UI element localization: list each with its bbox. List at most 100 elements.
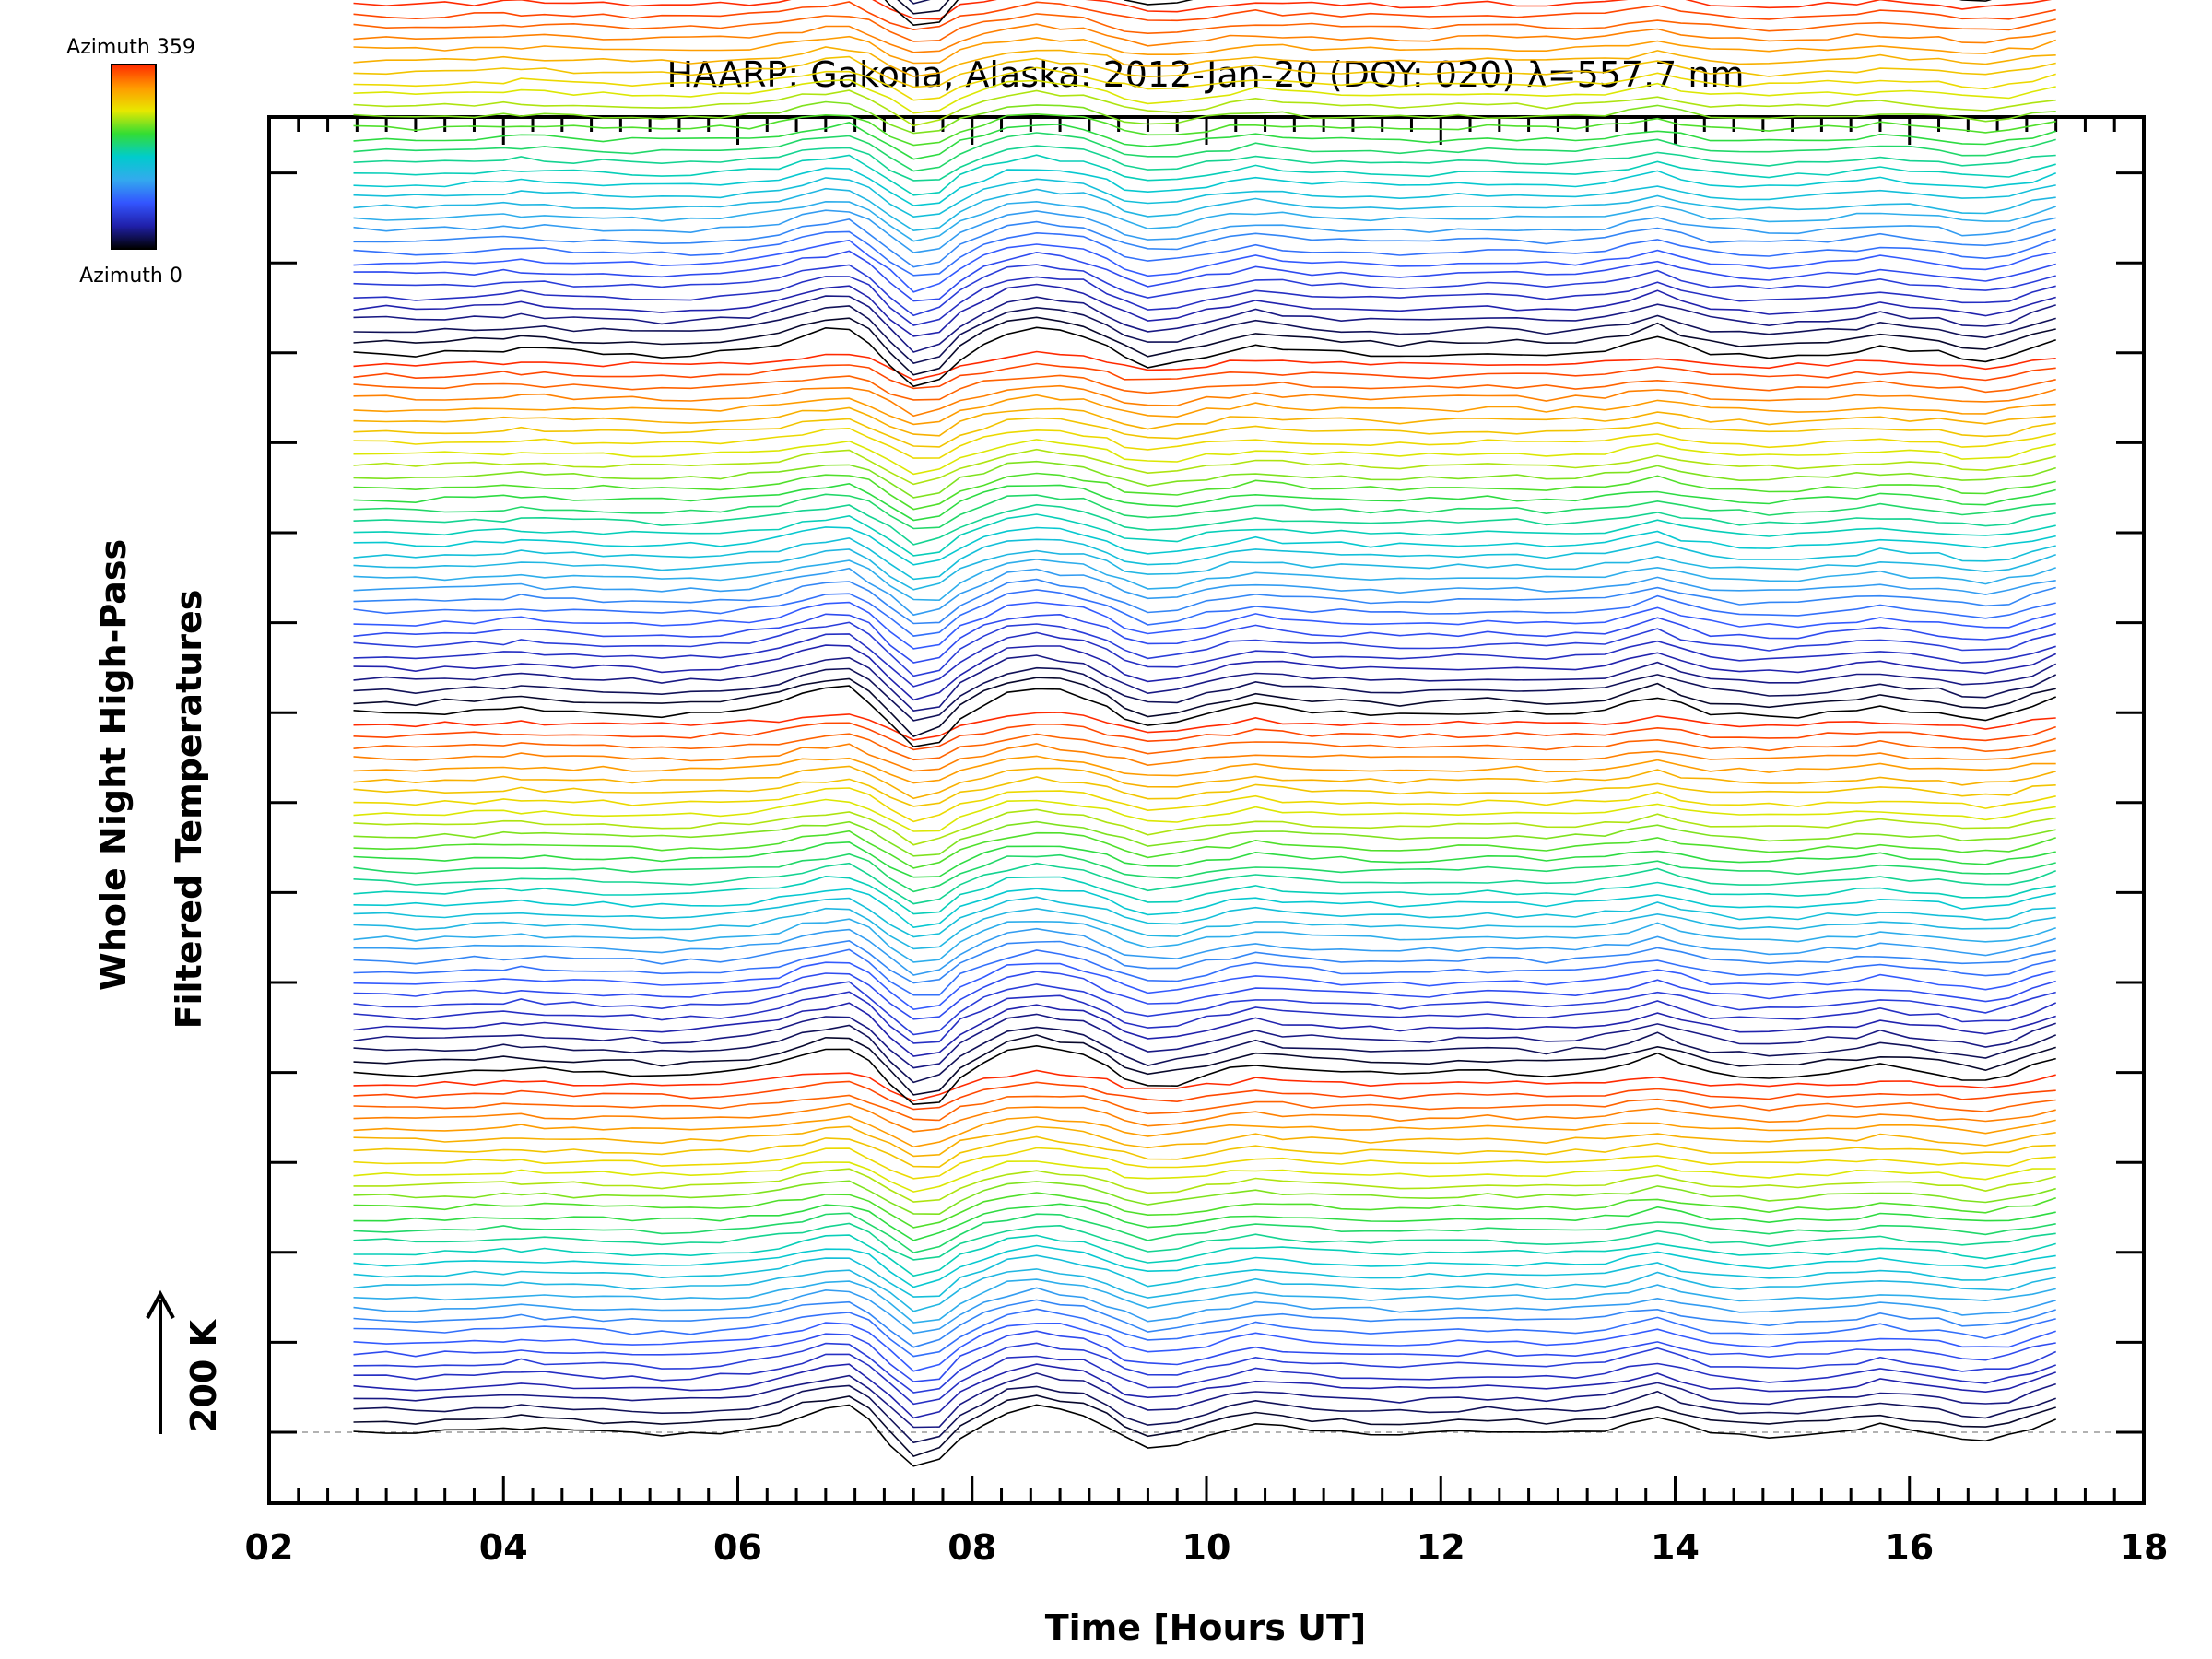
series-line xyxy=(353,601,2056,650)
series-line xyxy=(353,1002,2056,1057)
series-line xyxy=(353,250,2056,302)
series-line xyxy=(353,1308,2056,1358)
scale-bar-arrowhead-icon xyxy=(146,1289,175,1319)
series-line xyxy=(353,1135,2056,1168)
series-line xyxy=(353,631,2056,688)
series-line xyxy=(353,1254,2056,1298)
x-tick-label: 14 xyxy=(1651,1527,1700,1568)
x-tick-label: 04 xyxy=(479,1527,528,1568)
series-line xyxy=(353,316,2056,376)
series-line xyxy=(353,1013,2056,1069)
series-line xyxy=(353,685,2057,748)
scale-bar: 200 K xyxy=(146,1289,224,1434)
series-line xyxy=(353,927,2056,976)
series-line xyxy=(353,448,2056,486)
colorbar xyxy=(111,64,157,250)
series-line xyxy=(353,1244,2056,1288)
series-line xyxy=(353,1394,2056,1458)
x-tick-label: 02 xyxy=(245,1527,294,1568)
series-line xyxy=(353,654,2057,712)
series-line xyxy=(353,1384,2056,1444)
x-tick-label: 12 xyxy=(1417,1527,1465,1568)
series-line xyxy=(353,536,2056,581)
series-line xyxy=(353,472,2056,511)
series-line xyxy=(353,733,2056,761)
series-line xyxy=(353,493,2056,530)
series-line xyxy=(353,644,2057,701)
series-line xyxy=(353,939,2056,984)
series-line xyxy=(353,1147,2056,1180)
series-line xyxy=(353,239,2056,293)
series-line xyxy=(353,406,2056,437)
colorbar-bottom-label: Azimuth 0 xyxy=(79,265,182,288)
series-line xyxy=(353,89,2056,127)
series-line xyxy=(353,1069,2056,1102)
series-line xyxy=(353,200,2056,242)
series-line xyxy=(353,755,2056,784)
series-line xyxy=(353,177,2056,218)
series-line xyxy=(353,830,2056,869)
series-line xyxy=(884,0,1993,27)
series-line xyxy=(353,1299,2056,1348)
colorbar-top-label: Azimuth 359 xyxy=(66,36,195,59)
series-line xyxy=(353,66,2056,101)
series-line xyxy=(353,1044,2056,1106)
series-line xyxy=(353,460,2056,499)
series-line xyxy=(353,1372,2056,1429)
series-line xyxy=(353,264,2056,317)
series-line xyxy=(353,820,2056,857)
series-line xyxy=(353,35,2056,65)
x-tick-label: 16 xyxy=(1885,1527,1934,1568)
series-line xyxy=(353,558,2056,602)
series-line xyxy=(353,305,2056,364)
series-line xyxy=(353,712,2056,741)
series-line xyxy=(353,23,2056,53)
series-line xyxy=(353,187,2056,232)
series-line xyxy=(353,154,2056,196)
series-line xyxy=(353,1268,2056,1312)
series-line xyxy=(353,394,2056,426)
series-line xyxy=(353,567,2056,617)
series-line xyxy=(353,122,2056,160)
series-line xyxy=(353,526,2056,566)
series-line xyxy=(353,55,2056,88)
series-line xyxy=(353,1180,2056,1216)
x-tick-labels: 02 04 06 08 10 12 14 16 18 xyxy=(245,1527,2169,1568)
series-line xyxy=(353,862,2056,905)
series-line xyxy=(353,78,2056,114)
series-line xyxy=(353,1102,2056,1133)
x-axis-title: Time [Hours UT] xyxy=(1045,1607,1367,1648)
series-line xyxy=(353,295,2056,353)
series-line xyxy=(353,1278,2056,1324)
series-line xyxy=(353,1203,2056,1241)
series-line xyxy=(353,1034,2056,1096)
series-line xyxy=(353,46,2056,77)
series-line xyxy=(353,482,2056,522)
series-line xyxy=(353,875,2056,915)
series-line xyxy=(353,439,2056,476)
series-line xyxy=(353,112,2056,147)
series-line xyxy=(353,787,2056,823)
x-tick-label: 08 xyxy=(947,1527,996,1568)
series-line xyxy=(353,888,2056,929)
series-line xyxy=(353,621,2056,677)
series-line xyxy=(353,1024,2057,1084)
series-line xyxy=(353,276,2056,326)
series-line xyxy=(353,589,2056,637)
series-line xyxy=(353,1322,2056,1372)
series-line xyxy=(353,896,2056,938)
series-line xyxy=(353,798,2056,832)
series-line xyxy=(353,918,2056,963)
series-line xyxy=(353,13,2056,42)
series-line xyxy=(353,1287,2056,1335)
series-line xyxy=(353,417,2056,448)
series-line xyxy=(353,1094,2056,1122)
series-line xyxy=(353,948,2056,996)
series-line xyxy=(353,1342,2057,1394)
y-axis-title-line2: Filtered Temperatures xyxy=(169,590,209,1030)
series-line xyxy=(353,0,2053,20)
series-line xyxy=(353,209,2056,253)
series-line xyxy=(353,981,2056,1036)
series-line xyxy=(353,1168,2056,1203)
x-tick-label: 18 xyxy=(2120,1527,2169,1568)
